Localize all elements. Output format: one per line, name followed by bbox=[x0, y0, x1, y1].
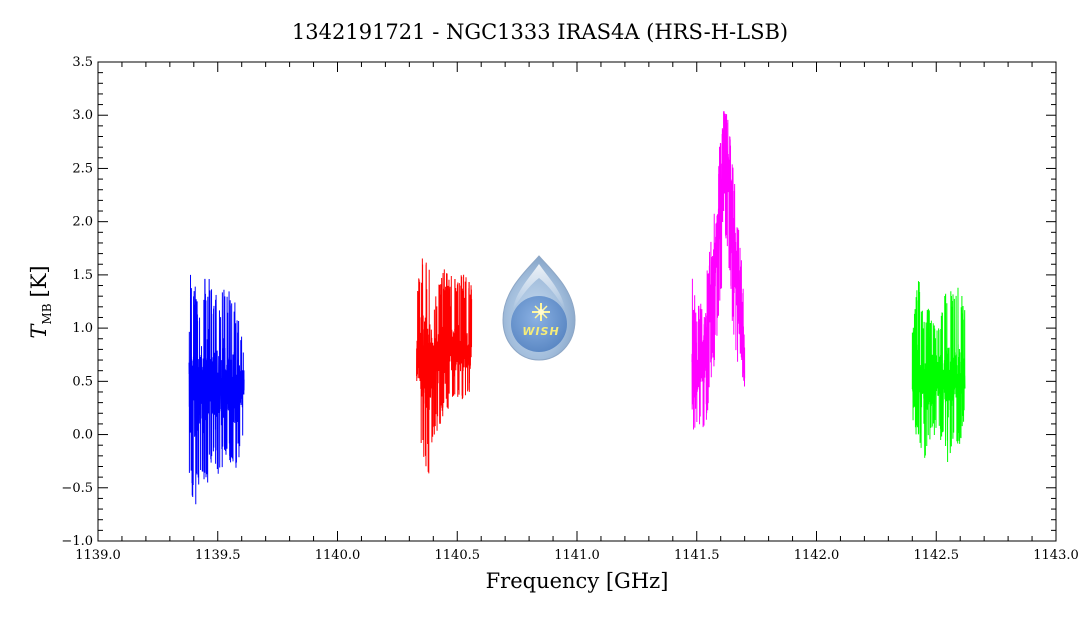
spectrum-series-1 bbox=[188, 274, 245, 505]
y-axis-label-unit: [K] bbox=[27, 265, 51, 297]
x-tick-label: 1142.5 bbox=[914, 548, 960, 563]
x-tick-label: 1143.0 bbox=[1033, 548, 1079, 563]
y-tick-label: 3.5 bbox=[72, 55, 93, 70]
axes: 1139.0 1139.5 1140.0 1140.5 1141.0 1141.5 1142… bbox=[61, 55, 1078, 563]
x-tick-label: 1139.0 bbox=[75, 548, 121, 563]
y-tick-label: −1.0 bbox=[61, 534, 93, 549]
star-icon bbox=[532, 303, 550, 321]
chart-title: 1342191721 - NGC1333 IRAS4A (HRS-H-LSB) bbox=[292, 20, 788, 44]
logo-text: WISH bbox=[522, 325, 559, 338]
x-tick-label: 1141.5 bbox=[674, 548, 720, 563]
y-tick-label: 1.5 bbox=[72, 268, 93, 283]
x-axis-label: Frequency [GHz] bbox=[486, 569, 669, 593]
spectrum-series-2 bbox=[416, 258, 473, 474]
y-axis-label-main: T bbox=[27, 323, 51, 339]
x-tick-label: 1142.0 bbox=[794, 548, 840, 563]
spectrum-series-4 bbox=[911, 281, 966, 463]
y-tick-label: 2.5 bbox=[72, 161, 93, 176]
x-tick-label: 1141.0 bbox=[554, 548, 600, 563]
y-axis-label: TMB [K] bbox=[27, 265, 54, 338]
x-tick-label: 1140.0 bbox=[315, 548, 361, 563]
plot-area bbox=[188, 111, 966, 505]
y-tick-label: 1.0 bbox=[72, 321, 93, 336]
wish-logo: WISH bbox=[502, 255, 576, 361]
y-tick-label: 3.0 bbox=[72, 108, 93, 123]
x-tick-label: 1139.5 bbox=[195, 548, 241, 563]
spectrum-series-3 bbox=[691, 111, 746, 430]
plot-frame bbox=[97, 61, 1057, 542]
x-tick-label: 1140.5 bbox=[435, 548, 481, 563]
y-tick-label: 2.0 bbox=[72, 215, 93, 230]
y-tick-label: 0.5 bbox=[72, 374, 93, 389]
y-tick-label: −0.5 bbox=[61, 481, 93, 496]
y-axis-label-subscript: MB bbox=[40, 303, 54, 324]
y-tick-label: 0.0 bbox=[72, 428, 93, 443]
